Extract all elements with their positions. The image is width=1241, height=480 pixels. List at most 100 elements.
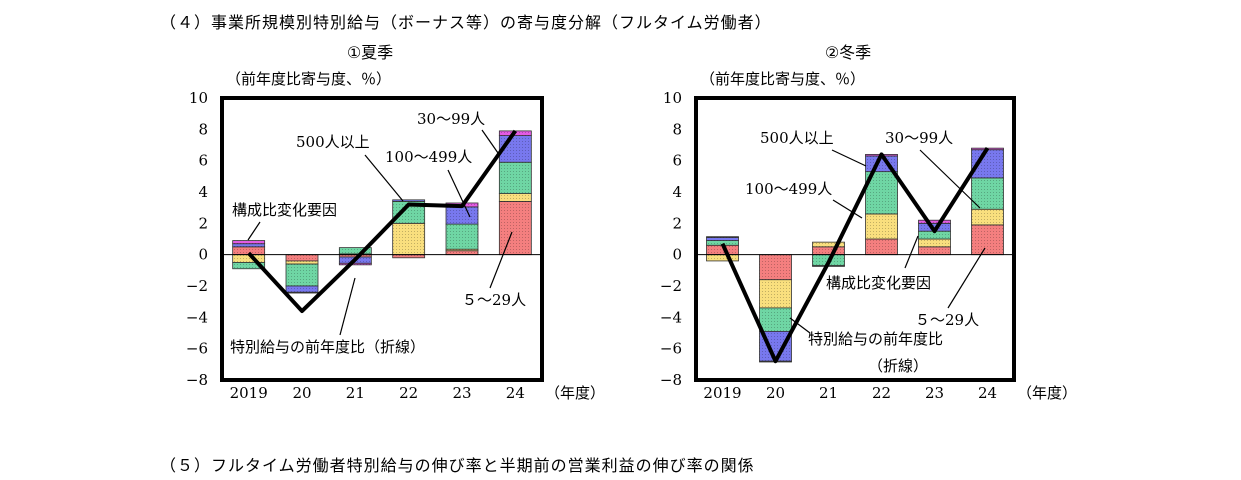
y-tick-label: 8 [198,120,208,138]
y-tick-label: 0 [198,246,208,264]
bar-segment-s100_499 [498,161,532,194]
annotation-5-29: ５～29人 [462,291,526,309]
bar-segment-s30_99 [865,213,898,240]
annotation-100-499: 100～499人 [385,148,472,166]
y-axis-label: （前年度比寄与度、％） [226,70,391,88]
y-tick-label: 10 [663,89,682,107]
bar-segment-s5_29 [865,238,898,256]
section-5-heading: （５）フルタイム労働者特別給与の伸び率と半期前の営業利益の伸び率の関係 [160,456,755,475]
annotation-500plus: 500人以上 [296,133,370,151]
plot-frame [694,96,1016,382]
y-tick-label: −4 [660,308,682,326]
bar-segment-s100_499 [759,307,792,332]
annotation-line: 特別給与の前年度比 [808,330,943,348]
bar-segment-s30_99 [392,222,426,256]
bar-segment-s5_29 [759,254,792,281]
leader-line [339,277,356,336]
annotation-500plus: 500人以上 [760,129,834,147]
bar-segment-s5_29 [918,246,951,256]
leader-line [489,231,513,289]
y-axis-label: （前年度比寄与度、％） [700,70,865,88]
bar-segment-s30_99 [706,254,739,262]
annotation-30-99: 30～99人 [885,129,953,147]
y-tick-label: 8 [672,120,682,138]
bar-segment-s30_99 [759,279,792,309]
annotation-5-29: ５～29人 [915,311,979,329]
bar-segment-composition [285,291,319,294]
y-tick-label: −6 [660,340,682,358]
bar-segment-s30_99 [918,238,951,248]
x-tick-label: 20 [292,384,311,402]
bar-segment-s5_29 [812,246,845,256]
bar-segment-s500 [706,237,739,241]
leader-line [447,169,471,218]
y-tick-label: 2 [198,214,208,232]
y-tick-label: 10 [189,89,208,107]
y-tick-label: 4 [198,183,208,201]
x-tick-label: 24 [978,384,997,402]
y-tick-label: −2 [186,277,208,295]
annotations: 500人以上 30～99人 100～499人 構成比変化要因 ５～29人 特別給… [745,129,986,375]
bar-segment-s500 [232,243,266,248]
y-tick-label: −8 [186,371,208,389]
bonus-growth-line [720,147,990,364]
x-tick-label: 2019 [230,384,268,402]
bar-segment-s500 [445,206,479,225]
y-tick-label: 6 [672,152,682,170]
leader-line [947,247,986,309]
leader-line [789,317,811,334]
y-tick-label: 2 [672,214,682,232]
bar-segment-s30_99 [971,208,1004,226]
x-tick-label: 24 [506,384,525,402]
y-tick-label: −2 [660,277,682,295]
leader-line [481,129,499,154]
bar-segment-s5_29 [971,224,1004,256]
x-tick-label: 23 [925,384,944,402]
bar-segment-composition [918,219,951,224]
annotation-line-sub: （折線） [868,357,928,375]
x-tick-label: 21 [346,384,365,402]
leader-line [247,221,261,241]
bonus-growth-line [247,129,517,314]
bar-segment-s100_499 [285,263,319,287]
annotation-composition: 構成比変化要因 [232,201,337,219]
bar-segment-s100_499 [445,223,479,250]
x-tick-label: 23 [452,384,471,402]
leader-line [919,149,981,209]
y-tick-label: 6 [198,152,208,170]
x-axis-label: （年度） [1017,384,1077,402]
leader-line [831,149,867,167]
x-tick-label: 22 [872,384,891,402]
bar-segment-s30_99 [498,193,532,202]
plot-frame [220,96,544,382]
bar-segment-s5_29 [498,200,532,256]
chart-title: ②冬季 [825,43,871,62]
y-tick-label: −8 [660,371,682,389]
x-tick-label: 2019 [703,384,741,402]
y-tick-label: 4 [672,183,682,201]
section-4-heading: （４）事業所規模別特別給与（ボーナス等）の寄与度分解（フルタイム労働者） [160,13,772,32]
y-tick-label: −6 [186,340,208,358]
bar-segment-composition [706,236,739,238]
bar-segment-s500 [392,199,426,202]
bar-segment-s5_29 [285,254,319,262]
y-tick-label: −4 [186,308,208,326]
leader-line [904,235,919,269]
x-axis-label: （年度） [545,384,605,402]
bar-segment-composition [232,240,266,245]
x-tick-label: 20 [766,384,785,402]
x-tick-label: 22 [399,384,418,402]
bar-segment-s500 [285,285,319,293]
annotation-100-499: 100～499人 [745,180,832,198]
annotation-30-99: 30～99人 [417,110,485,128]
annotations: 構成比変化要因 500人以上 30～99人 100～499人 ５～29人 特別給… [230,110,526,356]
bar-segment-s30_99 [285,260,319,265]
bar-segment-composition [338,262,372,266]
annotation-composition: 構成比変化要因 [826,274,931,292]
leader-line [832,199,863,219]
y-tick-label: 0 [672,246,682,264]
bar-segment-s5_29 [445,250,479,256]
